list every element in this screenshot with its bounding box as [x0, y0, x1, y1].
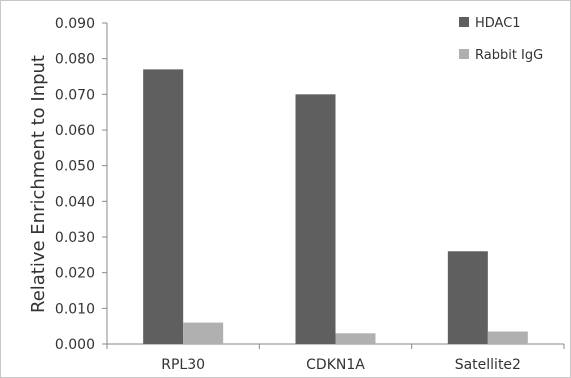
legend-swatch — [459, 49, 469, 59]
legend-label: HDAC1 — [475, 16, 521, 31]
y-tick-label: 0.080 — [55, 52, 95, 68]
y-tick-label: 0.090 — [55, 16, 95, 32]
y-tick-label: 0.050 — [55, 159, 95, 175]
category-labels: RPL30 CDKN1A Satellite2 — [106, 344, 565, 373]
bar-hdac1-cdkn1a — [295, 94, 336, 344]
category-label: Satellite2 — [455, 357, 521, 373]
y-axis-label: Relative Enrichment to Input — [28, 55, 49, 313]
bar-rabbit-igg-satellite2 — [487, 331, 528, 344]
category-label: RPL30 — [161, 357, 205, 373]
y-tick-label: 0.010 — [55, 301, 95, 317]
bar-rabbit-igg-rpl30 — [183, 322, 224, 344]
bar-hdac1-rpl30 — [143, 69, 184, 344]
y-tick-label: 0.020 — [55, 266, 95, 282]
y-tick-label: 0.060 — [55, 123, 95, 139]
bar-rabbit-igg-cdkn1a — [335, 333, 376, 344]
bar-hdac1-satellite2 — [447, 251, 488, 344]
legend-label: Rabbit IgG — [475, 48, 543, 63]
category-label: CDKN1A — [306, 357, 365, 373]
y-tick-label: 0.070 — [55, 87, 95, 103]
y-tick-label: 0.000 — [55, 337, 95, 353]
bars — [143, 69, 528, 344]
legend: HDAC1 Rabbit IgG — [459, 16, 543, 63]
y-tick-labels: 0.000 0.010 0.020 0.030 0.040 0.050 0.060 0.070… — [55, 16, 107, 353]
y-tick-label: 0.030 — [55, 230, 95, 246]
y-tick-label: 0.040 — [55, 194, 95, 210]
legend-swatch — [459, 17, 469, 27]
